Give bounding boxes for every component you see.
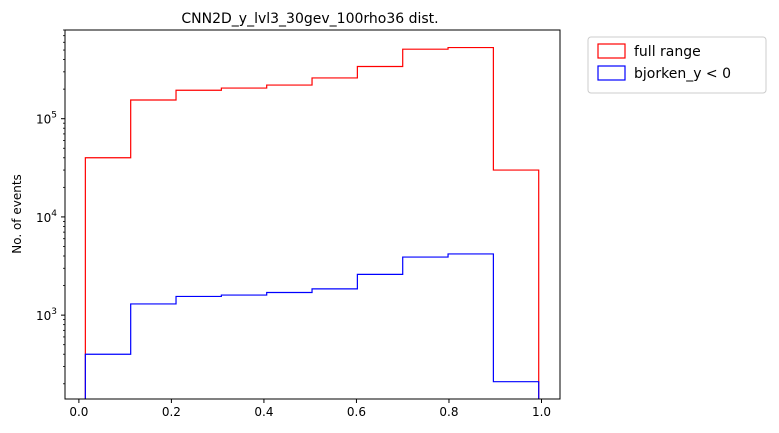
series-0-step-line [84,46,540,399]
legend-label-0: full range [634,44,701,60]
legend-swatch-0 [597,43,626,59]
y-axis-label: No. of events [10,174,24,254]
plot-series [84,46,540,399]
x-axis: 0.0 0.2 0.4 0.6 0.8 1.0 [69,399,551,419]
chart-title: CNN2D_y_lvl3_30gev_100rho36 dist. [181,11,438,27]
plot-frame [64,29,561,400]
x-tick-label: 0.6 [347,405,366,419]
legend-label-1: bjorken_y < 0 [634,66,731,82]
y-tick-exponent: 3 [51,307,57,317]
legend: full range bjorken_y < 0 [587,36,767,94]
x-tick-label: 0.2 [162,405,181,419]
x-tick-label: 1.0 [532,405,551,419]
y-tick-label: 104 [36,209,57,225]
x-tick-label: 0.4 [254,405,273,419]
legend-swatch-1 [597,65,626,81]
legend-box [587,36,767,94]
y-tick-exponent: 5 [51,111,57,121]
y-tick-exponent: 4 [51,209,57,219]
x-tick-label: 0.0 [69,405,88,419]
x-tick-label: 0.8 [439,405,458,419]
series-1-step-line [84,253,540,399]
y-tick-label: 105 [36,111,57,127]
y-tick-label: 103 [36,307,57,323]
y-axis: 103 104 105 [36,29,65,385]
